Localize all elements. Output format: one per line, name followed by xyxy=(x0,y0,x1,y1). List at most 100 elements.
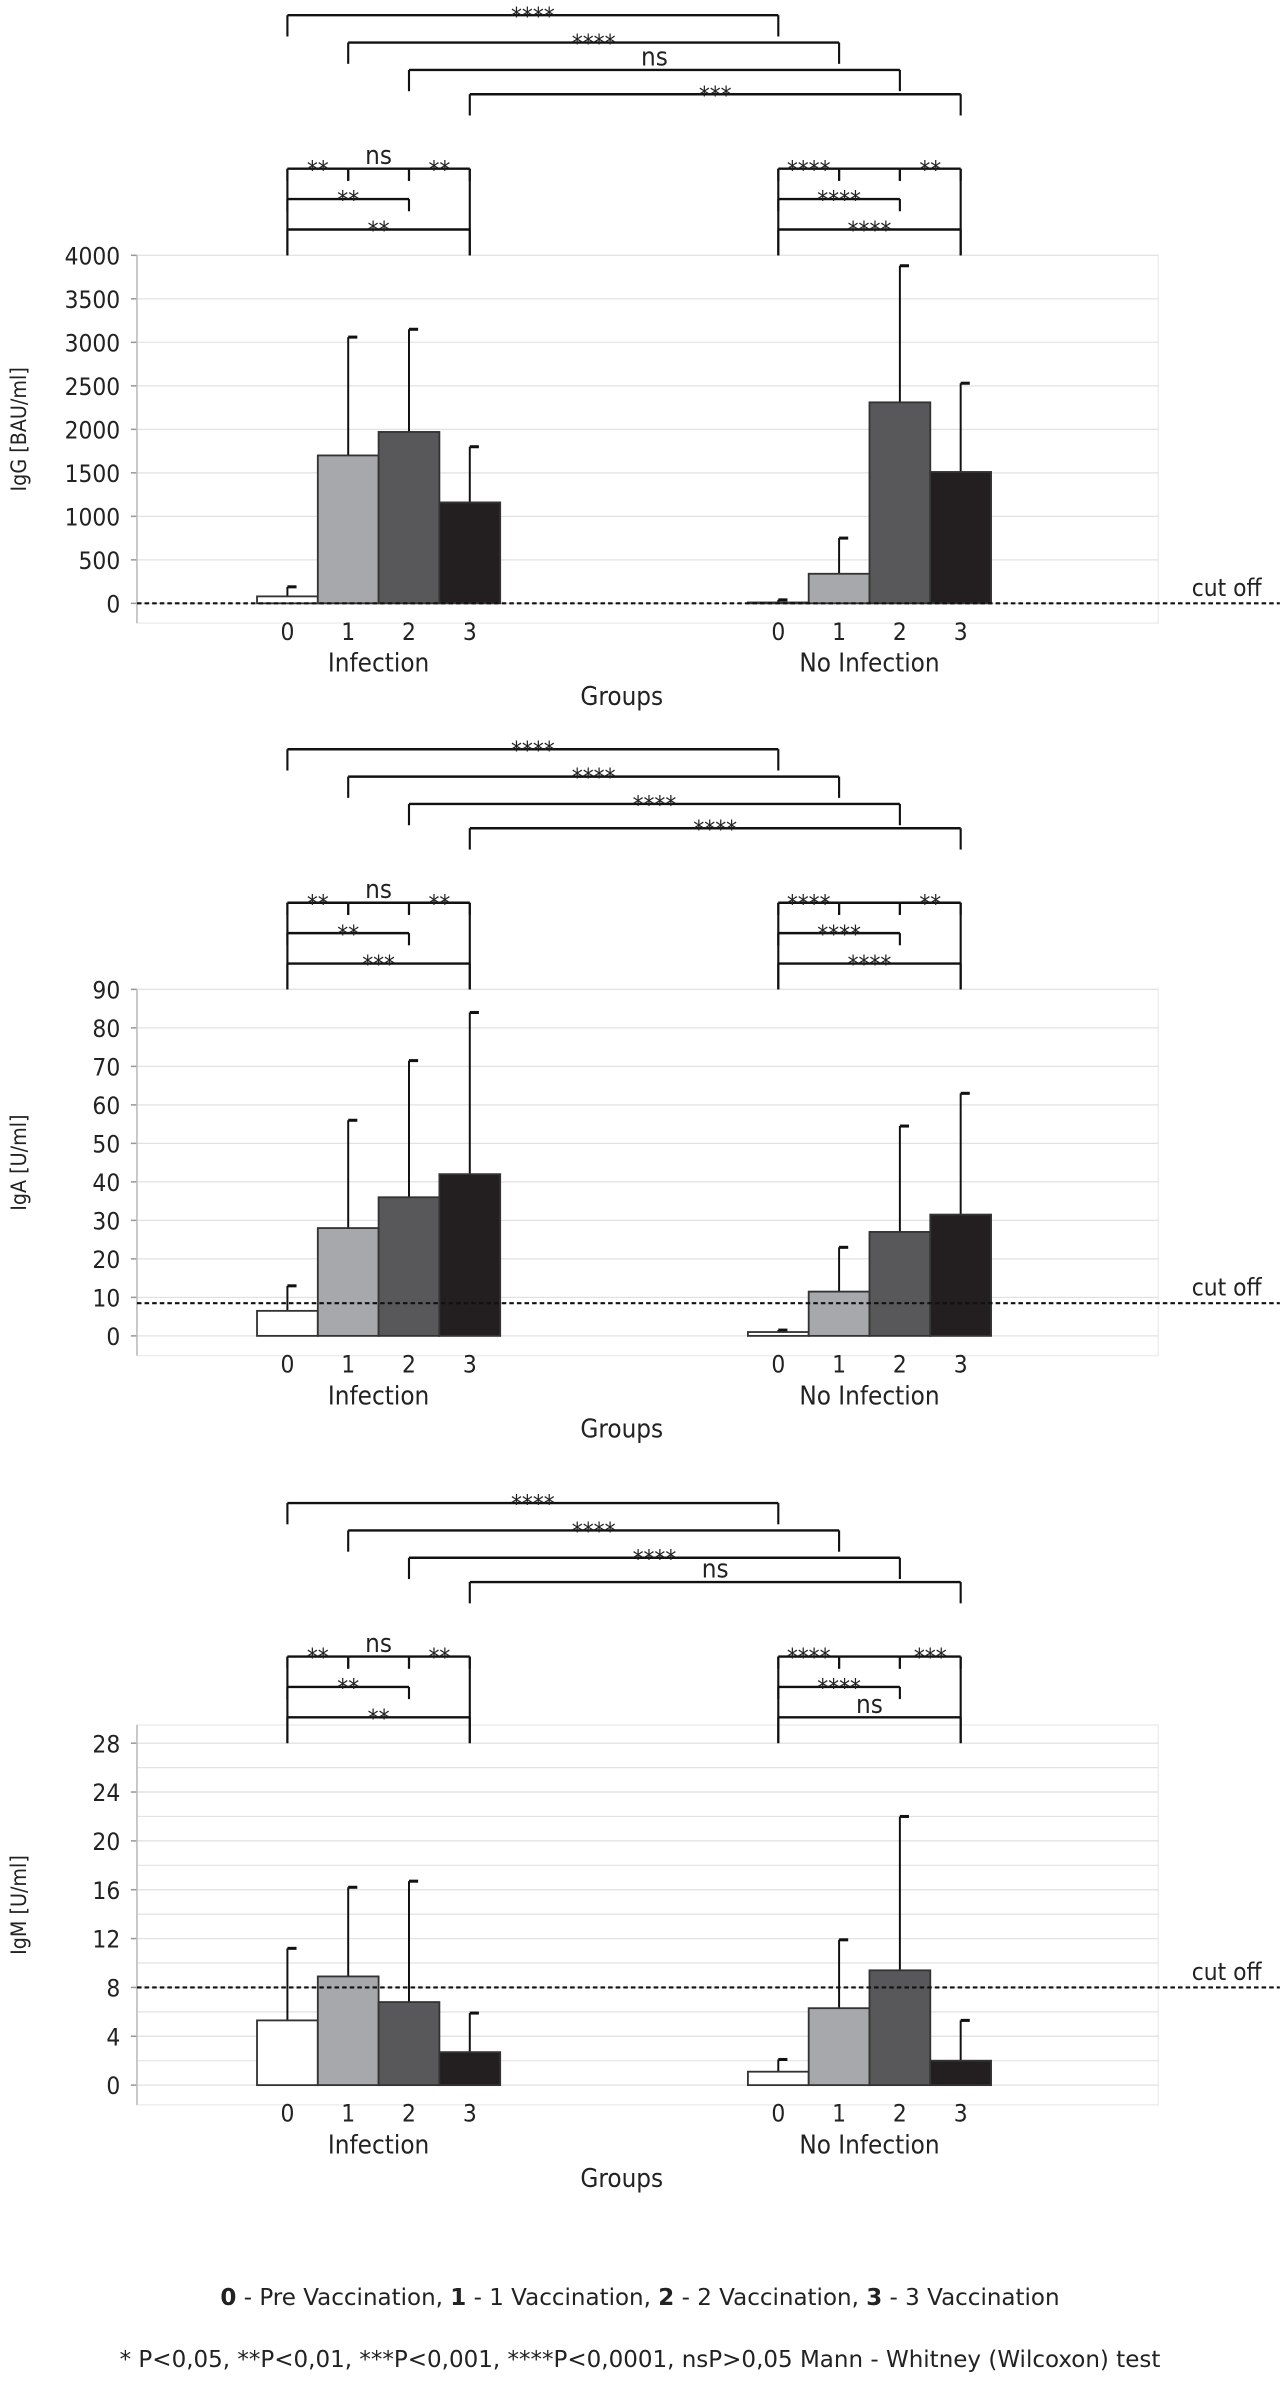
legend-key-3: 3 xyxy=(866,2285,883,2311)
significance-label: **** xyxy=(817,1673,861,1702)
category-label: 0 xyxy=(280,2099,294,2128)
y-tick-label: 3000 xyxy=(65,328,121,357)
significance-label: **** xyxy=(848,216,892,245)
significance-label: **** xyxy=(633,1544,677,1573)
y-tick-label: 0 xyxy=(106,2071,120,2100)
y-tick-label: 0 xyxy=(106,589,120,618)
bar-infection-0 xyxy=(256,1309,319,1337)
category-label: 2 xyxy=(893,617,907,646)
cutoff-label: cut off xyxy=(1192,1957,1263,1986)
legend-text-0: - Pre Vaccination, xyxy=(236,2285,451,2311)
y-tick-label: 500 xyxy=(79,546,121,575)
significance-label: ns xyxy=(365,141,392,171)
category-label: 2 xyxy=(402,1349,416,1378)
significance-label: ** xyxy=(307,155,329,184)
significance-label: **** xyxy=(817,185,861,214)
bar-no-infection-3 xyxy=(929,2059,992,2087)
legend-key-0: 0 xyxy=(220,2285,237,2311)
significance-label: **** xyxy=(511,1,555,30)
significance-label: ** xyxy=(428,1643,450,1672)
category-label: 3 xyxy=(954,1349,968,1378)
significance-label: ns xyxy=(702,1555,729,1585)
significance-label: ns xyxy=(641,42,668,72)
significance-label: ** xyxy=(919,889,941,918)
category-label: 2 xyxy=(402,2099,416,2128)
cutoff-label: cut off xyxy=(1192,573,1263,602)
bar-infection-0 xyxy=(256,2019,319,2087)
bar-no-infection-1 xyxy=(807,1290,871,1337)
significance-label: **** xyxy=(787,889,831,918)
y-tick-label: 40 xyxy=(92,1168,120,1197)
bar-no-infection-3 xyxy=(929,1213,992,1337)
group-label: No Infection xyxy=(799,649,939,679)
significance-label: ** xyxy=(337,1673,359,1702)
bar-no-infection-2 xyxy=(868,1231,932,1337)
significance-label: *** xyxy=(362,950,395,979)
cutoff-label: cut off xyxy=(1192,1273,1263,1302)
category-label: 1 xyxy=(832,1349,846,1378)
category-label: 1 xyxy=(832,2099,846,2128)
y-tick-label: 2000 xyxy=(65,415,121,444)
category-label: 2 xyxy=(893,1349,907,1378)
y-tick-label: 12 xyxy=(92,1925,120,1954)
y-tick-label: 4 xyxy=(106,2022,120,2051)
significance-label: **** xyxy=(572,763,616,792)
y-axis-title: IgM [U/ml] xyxy=(7,1855,32,1955)
bar-no-infection-0 xyxy=(746,1331,810,1337)
category-label: 2 xyxy=(893,2099,907,2128)
plot-frame xyxy=(136,254,1160,624)
significance-label: ns xyxy=(365,1629,392,1659)
y-tick-label: 60 xyxy=(92,1091,120,1120)
y-tick-label: 80 xyxy=(92,1014,120,1043)
significance-label: *** xyxy=(914,1643,947,1672)
bar-no-infection-3 xyxy=(929,471,992,605)
legend-text-3: - 3 Vaccination xyxy=(882,2285,1060,2311)
significance-legend: * P<0,05, **P<0,01, ***P<0,001, ****P<0,… xyxy=(119,2347,1161,2373)
category-label: 3 xyxy=(463,617,477,646)
significance-label: ** xyxy=(307,889,329,918)
category-label: 0 xyxy=(280,1349,294,1378)
significance-label: **** xyxy=(817,919,861,948)
legend-key-2: 2 xyxy=(658,2285,675,2311)
y-tick-label: 70 xyxy=(92,1052,120,1081)
y-tick-label: 30 xyxy=(92,1206,120,1235)
category-label: 1 xyxy=(341,2099,355,2128)
y-tick-label: 2500 xyxy=(65,372,121,401)
y-tick-label: 8 xyxy=(106,1974,120,2003)
y-tick-label: 4000 xyxy=(65,241,121,270)
x-axis-title: Groups xyxy=(580,682,663,712)
y-axis-title: IgG [BAU/ml] xyxy=(7,367,32,491)
category-label: 0 xyxy=(771,617,785,646)
significance-label: ** xyxy=(919,155,941,184)
category-label: 0 xyxy=(280,617,294,646)
bar-infection-2 xyxy=(377,2001,441,2087)
significance-label: ** xyxy=(368,1703,390,1732)
bar-infection-1 xyxy=(316,454,380,605)
y-tick-label: 1500 xyxy=(65,459,121,488)
significance-label: **** xyxy=(511,735,555,764)
y-tick-label: 24 xyxy=(92,1778,120,1807)
category-label: 3 xyxy=(463,1349,477,1378)
category-label: 3 xyxy=(463,2099,477,2128)
bar-no-infection-2 xyxy=(868,1969,932,2087)
bar-no-infection-1 xyxy=(807,2007,871,2087)
category-label: 0 xyxy=(771,1349,785,1378)
group-label: Infection xyxy=(328,1381,429,1411)
category-label: 3 xyxy=(954,2099,968,2128)
y-tick-label: 10 xyxy=(92,1283,120,1312)
plot-frame xyxy=(136,988,1160,1357)
legend-key-1: 1 xyxy=(450,2285,467,2311)
category-label: 2 xyxy=(402,617,416,646)
group-label: Infection xyxy=(328,2131,429,2161)
category-label: 3 xyxy=(954,617,968,646)
y-tick-label: 20 xyxy=(92,1245,120,1274)
significance-label: **** xyxy=(848,950,892,979)
y-tick-label: 3500 xyxy=(65,285,121,314)
x-axis-title: Groups xyxy=(580,2164,663,2194)
significance-label: ** xyxy=(337,919,359,948)
bar-no-infection-1 xyxy=(807,572,871,605)
category-label: 0 xyxy=(771,2099,785,2128)
bar-infection-2 xyxy=(377,1196,441,1337)
